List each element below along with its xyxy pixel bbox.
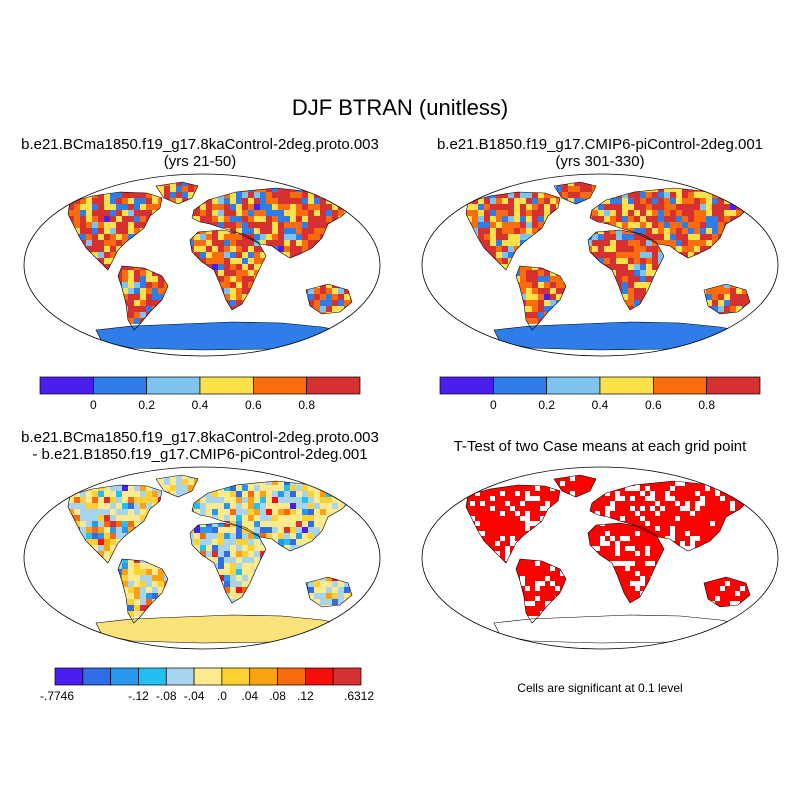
map-ttest-antarctica (493, 614, 747, 644)
map-ttest-coast-eurasia (589, 480, 751, 552)
map-control-coast-north-america (465, 191, 561, 271)
map-control-frame (421, 173, 779, 357)
colorbar-case-box-4 (252, 376, 308, 395)
panel-title-case: b.e21.BCma1850.f19_g17.8kaControl-2deg.p… (0, 136, 400, 170)
map-case-coast-africa (189, 229, 267, 311)
colorbar-case-label-2: 0.4 (192, 398, 209, 412)
colorbar-control-box-4 (652, 376, 708, 395)
map-difference-frame (23, 466, 381, 650)
panel-title-ttest: T-Test of two Case means at each grid po… (400, 438, 800, 455)
colorbar-difference-label-3: -.04 (184, 689, 205, 703)
colorbar-case-label-4: 0.8 (298, 398, 315, 412)
colorbar-difference-label-8: .6312 (344, 689, 374, 703)
significance-note: Cells are significant at 0.1 level (517, 681, 683, 695)
colorbar-control-box-5 (706, 376, 761, 395)
colorbar-control-box-0 (439, 376, 494, 395)
panel-title-difference-line1: b.e21.BCma1850.f19_g17.8kaControl-2deg.p… (21, 429, 379, 446)
map-control-coast-eurasia (589, 187, 751, 259)
map-difference-coast-north-america (67, 484, 163, 564)
colorbar-difference-box-4 (165, 667, 195, 686)
colorbar-difference-label-5: .04 (241, 689, 258, 703)
map-ttest-coast-south-america (515, 558, 567, 624)
colorbar-difference-box-1 (82, 667, 111, 686)
colorbar-case-label-3: 0.6 (245, 398, 262, 412)
colorbar-control-box-3 (599, 376, 654, 395)
colorbar-difference-box-9 (305, 667, 334, 686)
map-difference-field-cells (68, 475, 352, 617)
panel-title-difference: b.e21.BCma1850.f19_g17.8kaControl-2deg.p… (0, 429, 400, 463)
map-control-coast-australia (703, 283, 751, 315)
colorbar-control: 0 0.2 0.4 0.6 0.8 (439, 376, 761, 412)
colorbar-difference-label-6: .08 (269, 689, 286, 703)
colorbar-difference-box-5 (193, 667, 223, 686)
colorbar-case-label-0: 0 (90, 398, 97, 412)
map-ttest-significant-cells (466, 475, 750, 616)
map-ttest (421, 466, 779, 650)
colorbar-difference-label-0: -.7746 (40, 689, 74, 703)
colorbar-difference-box-10 (332, 667, 362, 686)
map-case-antarctica (95, 321, 349, 351)
colorbar-control-box-1 (492, 376, 548, 395)
figure-title: DJF BTRAN (unitless) (291, 95, 509, 120)
colorbar-difference-box-2 (110, 667, 139, 686)
map-ttest-frame (421, 466, 779, 650)
colorbar-difference: -.7746 -.12 -.08 -.04 .0 .04 .08 .12 .6312 (40, 667, 374, 703)
map-case-coast-north-america (67, 191, 163, 271)
colorbar-control-box-2 (546, 376, 601, 395)
map-difference-coast-greenland (155, 474, 199, 498)
map-difference-coast-south-america (117, 558, 169, 624)
map-difference (23, 466, 381, 650)
panel-title-control-line2: (yrs 301-330) (555, 153, 645, 170)
map-case-coast-greenland (155, 181, 199, 205)
map-difference-coast-eurasia (191, 480, 353, 552)
map-case-coast-south-america (117, 265, 169, 331)
map-control-antarctica (493, 321, 747, 351)
colorbar-difference-box-6 (221, 667, 251, 686)
map-control-field-cells (466, 182, 750, 324)
panel-title-control: b.e21.B1850.f19_g17.CMIP6-piControl-2deg… (400, 136, 800, 170)
colorbar-difference-label-1: -.12 (128, 689, 149, 703)
colorbar-case-box-3 (199, 376, 254, 395)
colorbar-difference-box-0 (54, 667, 84, 686)
colorbar-control-label-4: 0.8 (698, 398, 715, 412)
map-ttest-coast-australia (703, 576, 751, 608)
map-control-coast-africa (587, 229, 665, 311)
map-control-coast-south-america (515, 265, 567, 331)
colorbar-difference-box-8 (277, 667, 306, 686)
map-ttest-coast-africa (587, 522, 665, 604)
colorbar-case-label-1: 0.2 (138, 398, 155, 412)
map-difference-coast-australia (305, 576, 353, 608)
map-ttest-coast-north-america (465, 484, 561, 564)
map-difference-coast-africa (189, 522, 267, 604)
colorbar-case-box-5 (306, 376, 361, 395)
colorbar-case-box-1 (92, 376, 148, 395)
colorbar-case-box-2 (146, 376, 201, 395)
panel-title-ttest-line1: T-Test of two Case means at each grid po… (453, 438, 747, 455)
map-case-coast-australia (305, 283, 353, 315)
colorbar-difference-label-4: .0 (217, 689, 227, 703)
colorbar-case: 0 0.2 0.4 0.6 0.8 (39, 376, 361, 412)
map-control-coast-greenland (553, 181, 597, 205)
panel-title-difference-line2: - b.e21.B1850.f19_g17.CMIP6-piControl-2d… (32, 446, 368, 463)
colorbar-difference-label-2: -.08 (156, 689, 177, 703)
panel-title-case-line2: (yrs 21-50) (163, 153, 237, 170)
colorbar-control-label-3: 0.6 (645, 398, 662, 412)
colorbar-control-label-0: 0 (490, 398, 497, 412)
map-control (421, 173, 779, 357)
colorbar-difference-box-3 (138, 667, 167, 686)
map-case-coast-eurasia (191, 187, 353, 259)
colorbar-case-box-0 (39, 376, 94, 395)
panel-title-control-line1: b.e21.B1850.f19_g17.CMIP6-piControl-2deg… (436, 136, 764, 153)
map-case-frame (23, 173, 381, 357)
map-ttest-coast-greenland (553, 474, 597, 498)
map-case-field-cells (68, 182, 352, 324)
colorbar-difference-box-7 (249, 667, 278, 686)
panel-title-case-line1: b.e21.BCma1850.f19_g17.8kaControl-2deg.p… (21, 136, 379, 153)
map-difference-antarctica (95, 614, 349, 644)
map-case (23, 173, 381, 357)
colorbar-control-label-2: 0.4 (592, 398, 609, 412)
colorbar-difference-label-7: .12 (297, 689, 314, 703)
colorbar-control-label-1: 0.2 (538, 398, 555, 412)
